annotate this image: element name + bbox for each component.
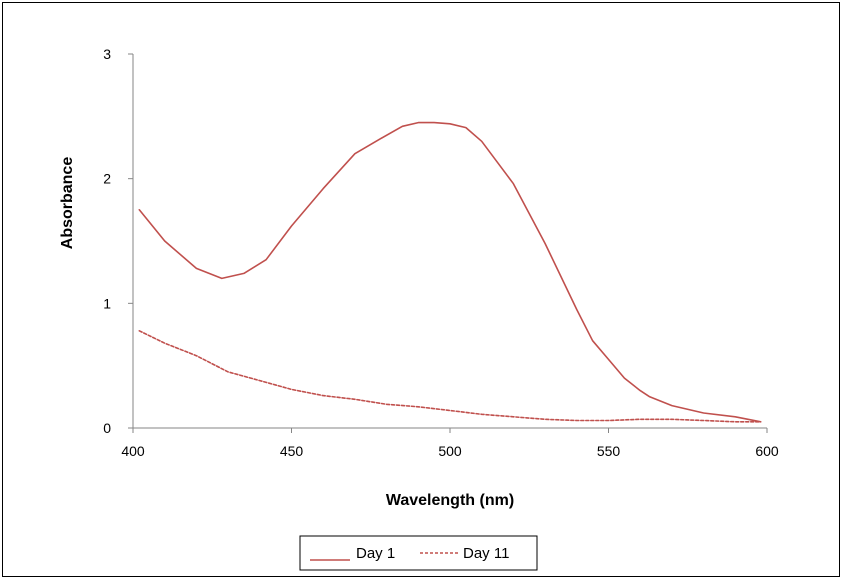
x-tick-label: 450: [280, 443, 304, 459]
series-layer: [138, 121, 762, 423]
x-tick-label: 550: [597, 443, 621, 459]
series-line-day-11: [138, 329, 762, 423]
x-tick-label: 400: [121, 443, 145, 459]
y-tick-label: 1: [103, 295, 111, 311]
legend-label-day1: Day 1: [356, 545, 395, 562]
series-line-day-1: [138, 121, 762, 423]
y-tick-label: 0: [103, 420, 111, 436]
y-axis-title: Absorbance: [59, 157, 76, 250]
y-tick-label: 3: [103, 46, 111, 62]
legend: Day 1 Day 11: [299, 535, 538, 571]
x-axis-title: Wavelength (nm): [386, 492, 514, 509]
legend-label-day11: Day 11: [463, 545, 509, 562]
x-tick-label: 600: [755, 443, 779, 459]
axes: 0 1 2 3 400 450 500 550 600: [103, 46, 779, 459]
x-tick-label: 500: [438, 443, 462, 459]
y-tick-label: 2: [103, 171, 111, 187]
legend-box: [299, 535, 538, 571]
